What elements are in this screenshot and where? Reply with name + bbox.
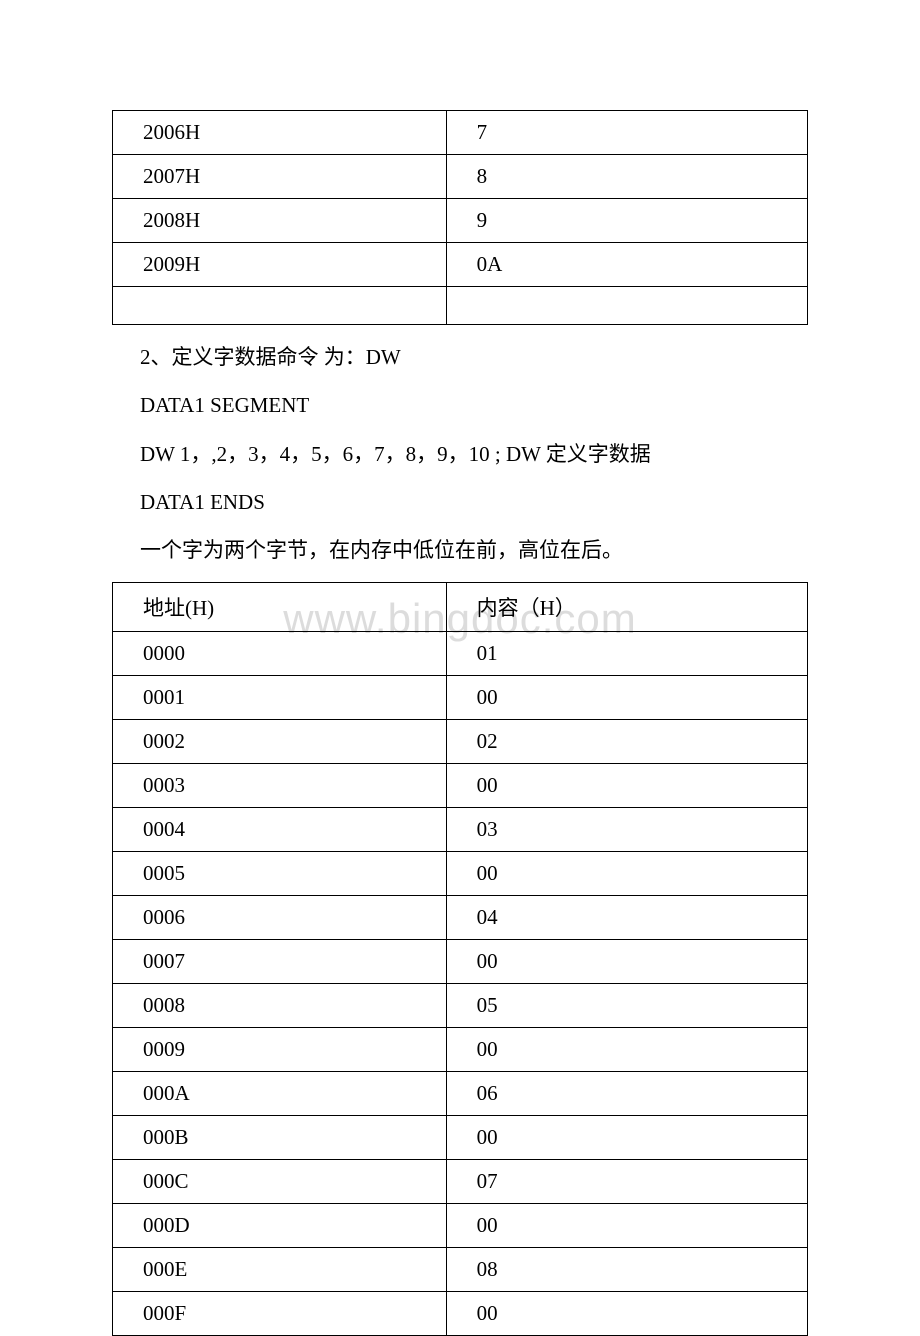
table-cell: 000C xyxy=(113,1160,447,1204)
table-row: 000C 07 xyxy=(113,1160,808,1204)
table-row: 0004 03 xyxy=(113,808,808,852)
table-cell: 000D xyxy=(113,1204,447,1248)
table-header-cell: 地址(H) xyxy=(113,583,447,632)
table-cell: 02 xyxy=(446,720,807,764)
table-cell: 00 xyxy=(446,852,807,896)
table-row: 0003 00 xyxy=(113,764,808,808)
text-block: 2、定义字数据命令 为：DW DATA1 SEGMENT DW 1，,2，3，4… xyxy=(112,333,808,574)
table-row: 000A 06 xyxy=(113,1072,808,1116)
table-cell xyxy=(113,287,447,325)
table-row: 0009 00 xyxy=(113,1028,808,1072)
table-row: 0006 04 xyxy=(113,896,808,940)
table-cell: 00 xyxy=(446,676,807,720)
table-cell: 9 xyxy=(446,199,807,243)
table-cell: 00 xyxy=(446,940,807,984)
table1: 2006H 7 2007H 8 2008H 9 2009H 0A xyxy=(112,110,808,325)
table-cell: 0002 xyxy=(113,720,447,764)
table-cell: 03 xyxy=(446,808,807,852)
table-cell: 00 xyxy=(446,1116,807,1160)
table-cell: 2007H xyxy=(113,155,447,199)
table-cell: 000B xyxy=(113,1116,447,1160)
table-cell: 8 xyxy=(446,155,807,199)
table-cell: 05 xyxy=(446,984,807,1028)
table-row: 0000 01 xyxy=(113,632,808,676)
table-cell: 0004 xyxy=(113,808,447,852)
table-cell: 2006H xyxy=(113,111,447,155)
table-cell: 0001 xyxy=(113,676,447,720)
table-row: 0007 00 xyxy=(113,940,808,984)
text-line-4: DATA1 ENDS xyxy=(140,478,808,526)
table-cell: 0008 xyxy=(113,984,447,1028)
text-span: DW xyxy=(366,345,401,369)
table-cell: 2009H xyxy=(113,243,447,287)
table-cell: 00 xyxy=(446,1292,807,1336)
table-row: 0005 00 xyxy=(113,852,808,896)
text-line-5: 一个字为两个字节，在内存中低位在前，高位在后。 xyxy=(140,526,808,574)
text-span: 2、定义字数据命令 为： xyxy=(140,345,366,369)
table-row: 2006H 7 xyxy=(113,111,808,155)
table-cell: 08 xyxy=(446,1248,807,1292)
table-row: 000B 00 xyxy=(113,1116,808,1160)
table-row: 0008 05 xyxy=(113,984,808,1028)
table-row: 000D 00 xyxy=(113,1204,808,1248)
text-line-2: DATA1 SEGMENT xyxy=(140,381,808,429)
table-row: 2009H 0A xyxy=(113,243,808,287)
table-cell: 01 xyxy=(446,632,807,676)
table-cell: 000A xyxy=(113,1072,447,1116)
table-row: 地址(H) 内容（H） xyxy=(113,583,808,632)
table-cell: 2008H xyxy=(113,199,447,243)
table-cell: 000E xyxy=(113,1248,447,1292)
table-row: 000F 00 xyxy=(113,1292,808,1336)
page-content: 2006H 7 2007H 8 2008H 9 2009H 0A 2、定义字数据… xyxy=(0,0,920,1336)
table-row: 0001 00 xyxy=(113,676,808,720)
text-line-3: DW 1，,2，3，4，5，6，7，8，9，10 ; DW 定义字数据 xyxy=(140,430,808,478)
table-cell: 0005 xyxy=(113,852,447,896)
table-cell: 0007 xyxy=(113,940,447,984)
table-cell: 07 xyxy=(446,1160,807,1204)
table-row: 2008H 9 xyxy=(113,199,808,243)
text-span: 定义字数据 xyxy=(546,442,651,466)
table-row: 2007H 8 xyxy=(113,155,808,199)
table-cell: 0A xyxy=(446,243,807,287)
table-cell: 06 xyxy=(446,1072,807,1116)
table-cell xyxy=(446,287,807,325)
text-line-1: 2、定义字数据命令 为：DW xyxy=(140,333,808,381)
table-header-cell: 内容（H） xyxy=(446,583,807,632)
table2: 地址(H) 内容（H） 0000 01 0001 00 0002 02 0003… xyxy=(112,582,808,1336)
table-cell: 00 xyxy=(446,764,807,808)
table-row xyxy=(113,287,808,325)
table-cell: 0009 xyxy=(113,1028,447,1072)
table-cell: 00 xyxy=(446,1028,807,1072)
table-cell: 04 xyxy=(446,896,807,940)
table-cell: 0006 xyxy=(113,896,447,940)
table-row: 0002 02 xyxy=(113,720,808,764)
table-cell: 7 xyxy=(446,111,807,155)
table-cell: 0003 xyxy=(113,764,447,808)
table-cell: 00 xyxy=(446,1204,807,1248)
text-span: DW 1，,2，3，4，5，6，7，8，9，10 ; DW xyxy=(140,442,546,466)
table-cell: 0000 xyxy=(113,632,447,676)
table-row: 000E 08 xyxy=(113,1248,808,1292)
table-cell: 000F xyxy=(113,1292,447,1336)
